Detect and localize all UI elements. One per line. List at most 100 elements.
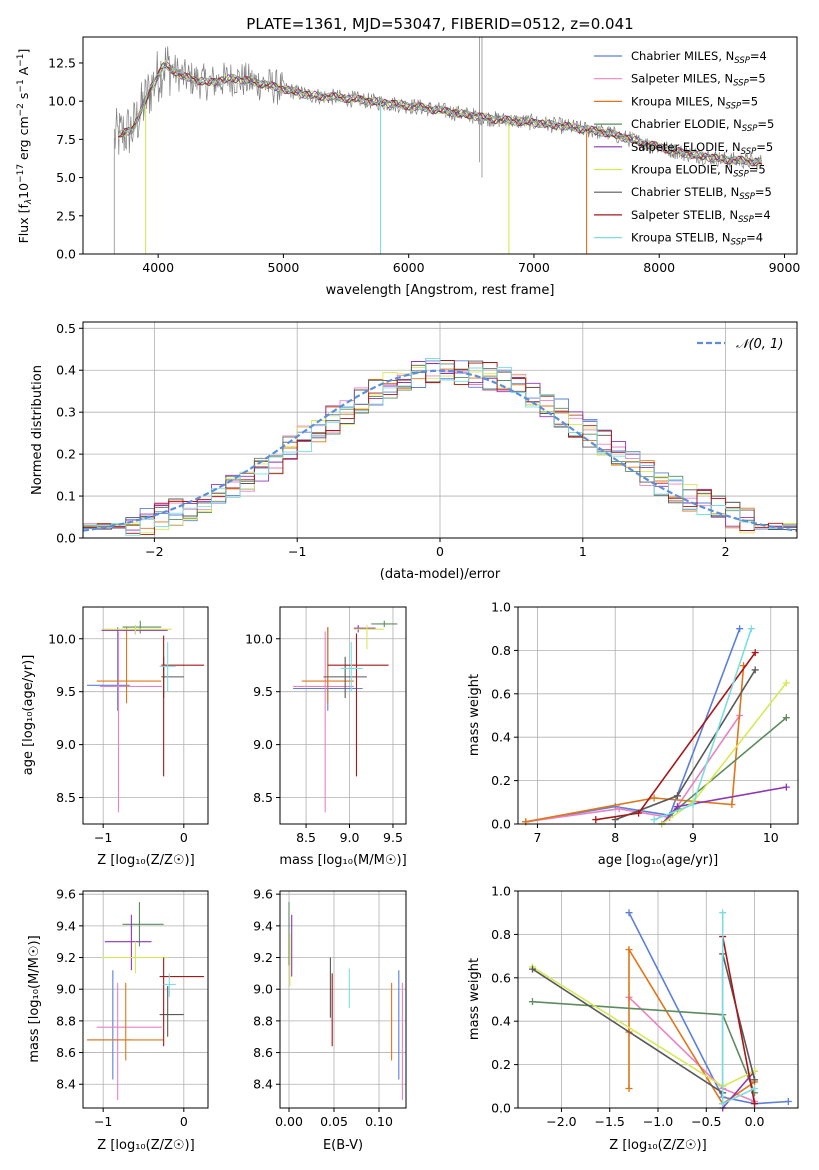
mass-z-ylabel: mass [log₁₀(M/M☉)] [27,935,42,1062]
spectrum-ytick-label: 5.0 [56,170,76,185]
weight-age-panel: 7 8 9 10 0.0 0.2 0.4 0.6 0.8 1.0 age [log₁₀(age/y… [467,600,799,868]
weight-marker-kroupa-stelib [650,816,658,824]
histogram-panel: −2 −1 0 1 2 0.0 0.1 0.2 0.3 0.4 0.5 (data-model)/e… [30,321,798,582]
agez-ytick-label: 8.5 [56,790,76,805]
massebv-ytick-label: 9.0 [253,982,273,997]
histogram-ytick-label: 0.1 [56,489,76,504]
weight-marker-chabrier-stelib [528,965,536,973]
weight-marker-kroupa-stelib [719,909,727,917]
weight-marker-chabrier-miles [736,625,744,633]
legend-label-salpeter-stelib: Salpeter STELIB, NSSP=4 [631,208,771,225]
massebv-ytick-label: 8.8 [253,1013,273,1028]
agez-ytick-label: 9.5 [56,684,76,699]
spectrum-ytick-label: 10.0 [48,94,76,109]
agez-ytick-label: 10.0 [48,631,76,646]
agem-xtick-label: 8.5 [296,830,316,845]
legend-label-chabrier-stelib: Chabrier STELIB, NSSP=5 [631,185,772,202]
agem-xtick-label: 9.0 [340,830,360,845]
spectrum-title: PLATE=1361, MJD=53047, FIBERID=0512, z=0… [246,15,633,33]
wage-ytick-label: 0.8 [491,643,511,658]
spectrum-ytick-label: 12.5 [48,55,76,70]
weight-z-frame [517,890,799,1109]
weight-marker-kroupa-miles [625,1084,633,1092]
legend-label-salpeter-elodie: Salpeter ELODIE, NSSP=5 [631,140,773,157]
legend-label-chabrier-elodie: Chabrier ELODIE, NSSP=5 [631,117,774,134]
weight-line-chabrier-elodie [661,717,787,825]
weight-marker-chabrier-stelib [673,792,681,800]
weight-marker-salpeter-stelib [751,649,759,657]
legend-label-kroupa-elodie: Kroupa ELODIE, NSSP=5 [631,163,766,180]
wz-xtick-label: −1.5 [595,1114,625,1129]
legend-label-salpeter-miles: Salpeter MILES, NSSP=5 [631,72,766,89]
histogram-ylabel: Normed distribution [30,365,45,495]
histogram-ytick-label: 0.3 [56,405,76,420]
model-spectrum-salpeter-stelib [118,66,762,167]
weight-marker-salpeter-stelib [635,809,643,817]
spectrum-frame [82,36,798,255]
wz-xtick-label: −0.5 [691,1114,721,1129]
weight-age-frame [517,606,799,825]
massz-ytick-label: 8.8 [56,1013,76,1028]
wz-ytick-label: 0.8 [491,927,511,942]
histogram-xtick-label: −1 [288,544,306,559]
wz-ytick-label: 0.0 [491,1101,511,1116]
spectrum-panel: PLATE=1361, MJD=53047, FIBERID=0512, z=0… [16,15,800,298]
histogram-xtick-label: 1 [579,544,587,559]
age-z-panel: −1 0 8.5 9.0 9.5 10.0 Z [log₁₀(Z/Z☉)] age [lo… [21,606,209,868]
massebv-ytick-label: 8.4 [253,1077,273,1092]
weight-line-chabrier-miles [525,628,741,823]
spectrum-xtick-label: 8000 [643,260,675,275]
weight-line-salpeter-stelib [721,936,756,1104]
spectrum-ytick-label: 2.5 [56,208,76,223]
spectrum-ytick-label: 7.5 [56,132,76,147]
massz-ytick-label: 9.2 [56,950,76,965]
weight-age-ylabel: mass weight [467,674,482,756]
mass-z-panel: −1 0 8.4 8.6 8.8 9.0 9.2 9.4 9.6 Z [log₁₀(Z/Z☉)]… [27,887,209,1153]
weight-z-panel: −2.0 −1.5 −1.0 −0.5 0.0 0.0 0.2 0.4 0.6 0.8 1.0 Z … [467,884,799,1153]
weight-marker-chabrier-miles [625,909,633,917]
weight-line-kroupa-miles [525,665,745,823]
weight-marker-kroupa-stelib [719,1100,727,1108]
mass-ebv-frame [279,890,407,1109]
wz-xtick-label: 0.0 [745,1114,765,1129]
histogram-ytick-label: 0.5 [56,321,76,336]
weight-marker-kroupa-elodie [782,679,790,687]
wz-ytick-label: 0.4 [491,1014,511,1029]
massebv-xtick-label: 0.10 [365,1114,393,1129]
spectrum-xlabel: wavelength [Angstrom, rest frame] [326,283,555,298]
massebv-ytick-label: 8.6 [253,1045,273,1060]
weight-line-salpeter-elodie [661,786,787,825]
wage-xtick-label: 8 [611,830,619,845]
mass-z-xlabel: Z [log₁₀(Z/Z☉)] [97,1138,194,1153]
spectrum-xtick-label: 9000 [769,260,801,275]
wz-ytick-label: 0.2 [491,1057,511,1072]
age-mass-frame [279,606,407,825]
agem-ytick-label: 9.0 [253,737,273,752]
spectrum-legend: Chabrier MILES, NSSP=4 Salpeter MILES, NS… [594,49,774,248]
histogram-xtick-label: −2 [145,544,163,559]
histogram-kroupa-stelib [82,358,797,538]
wage-ytick-label: 0.6 [491,686,511,701]
weight-marker-kroupa-stelib [751,1084,759,1092]
weight-z-xlabel: Z [log₁₀(Z/Z☉)] [609,1138,706,1153]
legend-label-kroupa-miles: Kroupa MILES, NSSP=5 [631,94,758,111]
weight-marker-kroupa-stelib [689,800,697,808]
massebv-ytick-label: 9.2 [253,950,273,965]
weight-marker-kroupa-miles [625,946,633,954]
age-mass-xlabel: mass [log₁₀(M/M☉)] [279,853,406,868]
wage-xtick-label: 10 [763,830,779,845]
wage-ytick-label: 0.2 [491,773,511,788]
wz-ytick-label: 1.0 [491,884,511,899]
mass-z-frame [82,890,209,1109]
histogram-ytick-label: 0.4 [56,363,76,378]
massebv-ytick-label: 9.6 [253,887,273,902]
spectrum-xtick-label: 6000 [393,260,425,275]
histogram-xlabel: (data-model)/error [380,567,501,582]
age-z-frame [82,606,209,825]
weight-marker-salpeter-stelib [592,816,600,824]
age-mass-panel: 8.5 9.0 9.5 8.5 9.0 9.5 10.0 mass [log₁₀(M/M☉)… [245,606,407,868]
agez-xtick-label: 0 [180,830,188,845]
histogram-xtick-label: 2 [722,544,730,559]
agem-xtick-label: 9.5 [383,830,403,845]
